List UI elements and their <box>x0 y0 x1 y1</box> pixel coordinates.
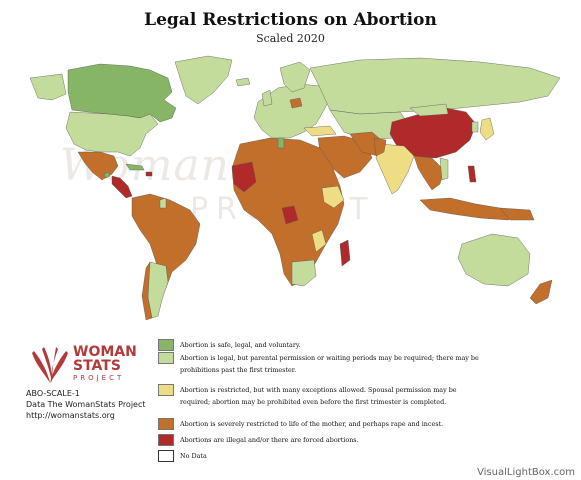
legend-item-restricted-exceptions: Abortion is restricted, but with many ex… <box>158 384 480 408</box>
region-mexico-city <box>103 171 111 179</box>
region-vietnam <box>439 157 449 181</box>
womanstats-logo <box>32 347 68 383</box>
legend-label: Abortion is restricted, but with many ex… <box>180 386 457 406</box>
map-subtitle: Scaled 2020 <box>256 32 325 45</box>
region-uk <box>261 89 273 107</box>
map-title: Legal Restrictions on Abortion <box>144 10 437 30</box>
region-ethiopia <box>321 185 345 209</box>
region-caribbean <box>145 171 153 177</box>
region-guyana <box>159 197 167 209</box>
region-australia <box>457 233 531 287</box>
logo-text-stats: STATS <box>73 358 121 374</box>
region-south-america <box>131 193 201 289</box>
credit-text: VisualLightBox.com <box>477 467 575 478</box>
region-scandinavia <box>279 61 311 93</box>
region-southeast-asia <box>413 155 445 191</box>
logo-text-project: PROJECT <box>73 374 125 382</box>
region-turkey <box>303 125 337 137</box>
region-mozambique <box>311 229 327 253</box>
region-southern-africa <box>291 259 317 287</box>
scale-id: ABO-SCALE-1 <box>26 389 80 398</box>
legend-swatch <box>158 384 174 396</box>
legend-item-legal-restricted: Abortion is legal, but parental permissi… <box>158 352 480 376</box>
legend-item-illegal: Abortions are illegal and/or there are f… <box>158 434 480 446</box>
data-source: Data The WomanStats Project <box>26 400 146 409</box>
legend-label: Abortion is legal, but parental permissi… <box>180 354 479 374</box>
legend-item-safe-legal: Abortion is safe, legal, and voluntary. <box>158 339 480 351</box>
region-madagascar <box>339 239 351 267</box>
region-poland <box>289 97 303 109</box>
region-central-america <box>111 175 133 199</box>
legend-label: Abortion is severely restricted to life … <box>180 420 444 428</box>
region-congo <box>281 205 299 225</box>
region-cuba <box>125 163 145 171</box>
region-india <box>375 143 415 195</box>
legend-label: Abortions are illegal and/or there are f… <box>180 436 359 444</box>
region-greenland <box>174 55 233 105</box>
region-chile <box>141 261 153 321</box>
region-iceland <box>235 77 251 87</box>
region-japan <box>479 117 495 141</box>
region-korea <box>471 121 479 133</box>
logo-text-woman: WOMAN <box>73 344 137 360</box>
region-philippines <box>467 165 477 183</box>
legend-label: No Data <box>180 452 207 460</box>
legend-swatch <box>158 450 174 462</box>
legend-item-severely-restricted: Abortion is severely restricted to life … <box>158 418 480 430</box>
region-new-zealand <box>529 279 553 305</box>
world-map <box>29 55 561 321</box>
legend-item-no-data: No Data <box>158 450 480 462</box>
legend-swatch <box>158 339 174 351</box>
legend-label: Abortion is safe, legal, and voluntary. <box>180 341 301 349</box>
legend-swatch <box>158 352 174 364</box>
source-url[interactable]: http://womanstats.org <box>26 411 115 420</box>
region-usa <box>65 111 159 157</box>
region-canada <box>67 63 177 123</box>
legend-swatch <box>158 418 174 430</box>
region-mauritania <box>231 161 257 193</box>
region-tunisia <box>277 137 285 149</box>
region-pakistan <box>373 137 387 157</box>
region-alaska <box>29 73 67 101</box>
legend-swatch <box>158 434 174 446</box>
region-papua <box>499 207 535 221</box>
region-mongolia <box>409 103 449 117</box>
